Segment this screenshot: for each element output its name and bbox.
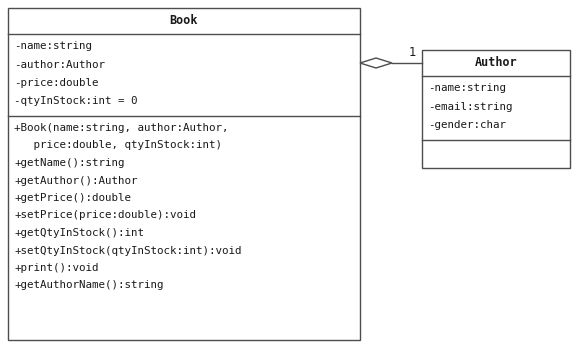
Text: -name:string: -name:string — [428, 83, 506, 93]
Text: +getQtyInStock():int: +getQtyInStock():int — [14, 228, 144, 238]
Text: +getAuthor():Author: +getAuthor():Author — [14, 176, 137, 185]
Text: -qtyInStock:int = 0: -qtyInStock:int = 0 — [14, 97, 137, 106]
Bar — [422, 50, 570, 168]
Text: -author:Author: -author:Author — [14, 60, 105, 69]
Text: +getPrice():double: +getPrice():double — [14, 193, 131, 203]
Text: -name:string: -name:string — [14, 41, 92, 51]
Text: Author: Author — [475, 57, 518, 69]
Text: +print():void: +print():void — [14, 263, 98, 273]
Text: price:double, qtyInStock:int): price:double, qtyInStock:int) — [14, 140, 222, 151]
Text: +getAuthorName():string: +getAuthorName():string — [14, 280, 163, 291]
Text: +Book(name:string, author:Author,: +Book(name:string, author:Author, — [14, 123, 229, 133]
Text: -gender:char: -gender:char — [428, 120, 506, 130]
Text: +setQtyInStock(qtyInStock:int):void: +setQtyInStock(qtyInStock:int):void — [14, 245, 241, 256]
Text: +getName():string: +getName():string — [14, 158, 124, 168]
Text: +setPrice(price:double):void: +setPrice(price:double):void — [14, 211, 196, 220]
Text: Book: Book — [170, 14, 198, 27]
Bar — [8, 8, 360, 340]
Polygon shape — [360, 58, 392, 68]
Text: -price:double: -price:double — [14, 78, 98, 88]
Text: 1: 1 — [408, 46, 416, 59]
Text: -email:string: -email:string — [428, 101, 512, 112]
